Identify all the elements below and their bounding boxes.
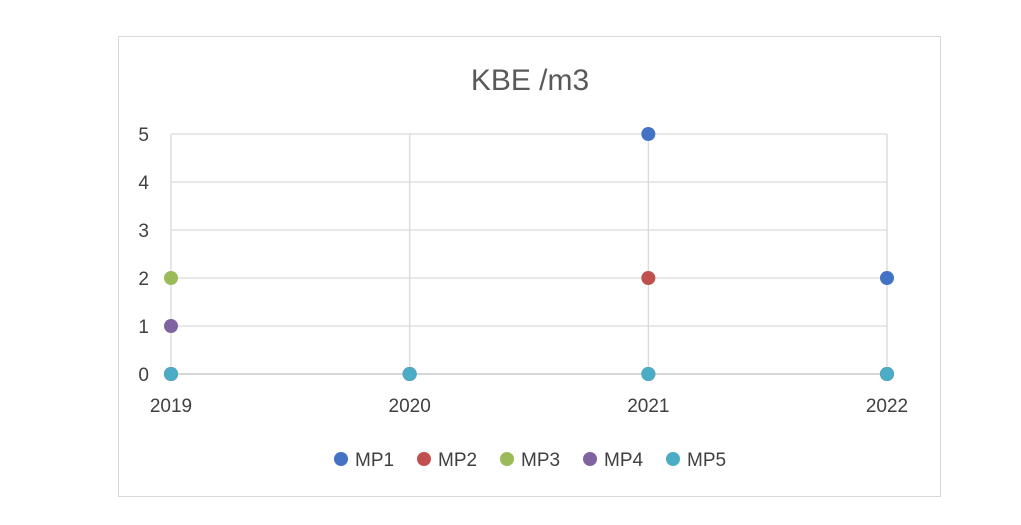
legend-item-mp4: MP4 <box>583 450 644 471</box>
x-tick-label: 2020 <box>389 396 431 417</box>
y-tick-label: 3 <box>138 221 149 242</box>
data-points <box>164 127 894 381</box>
legend-label: MP4 <box>604 450 644 471</box>
legend-item-mp2: MP2 <box>417 450 477 471</box>
data-point-mp1 <box>641 127 656 141</box>
legend-marker <box>417 452 431 466</box>
data-point-mp5 <box>880 367 894 381</box>
legend-item-mp3: MP3 <box>500 450 560 471</box>
data-point-mp4 <box>164 319 178 333</box>
data-point-mp5 <box>402 367 417 381</box>
y-tick-label: 5 <box>138 125 149 146</box>
legend-marker <box>583 452 597 466</box>
x-tick-label: 2022 <box>866 396 908 417</box>
chart-frame <box>118 36 941 497</box>
legend-item-mp5: MP5 <box>666 450 726 471</box>
data-point-mp5 <box>641 367 656 381</box>
y-tick-label: 1 <box>138 317 149 338</box>
legend-label: MP3 <box>521 450 560 471</box>
y-tick-label: 0 <box>138 365 149 386</box>
data-point-mp3 <box>164 271 178 285</box>
chart-title: KBE /m3 <box>471 64 589 97</box>
y-axis-ticks: 0 1 2 3 4 5 <box>138 125 149 386</box>
legend-item-mp1: MP1 <box>334 450 394 471</box>
legend-marker <box>500 452 514 466</box>
data-point-mp1 <box>880 271 894 285</box>
legend-label: MP5 <box>687 450 726 471</box>
x-tick-label: 2019 <box>150 396 192 417</box>
data-point-mp2 <box>641 271 656 285</box>
x-axis-ticks: 2019 2020 2021 2022 <box>150 396 908 417</box>
legend: MP1 MP2 MP3 MP4 MP5 <box>334 450 726 471</box>
legend-label: MP1 <box>355 450 394 471</box>
grid <box>170 133 888 375</box>
data-point-mp5 <box>164 367 178 381</box>
y-tick-label: 4 <box>138 173 149 194</box>
y-tick-label: 2 <box>138 269 149 290</box>
x-tick-label: 2021 <box>627 396 669 417</box>
legend-marker <box>334 452 348 466</box>
legend-label: MP2 <box>438 450 477 471</box>
legend-marker <box>666 452 680 466</box>
